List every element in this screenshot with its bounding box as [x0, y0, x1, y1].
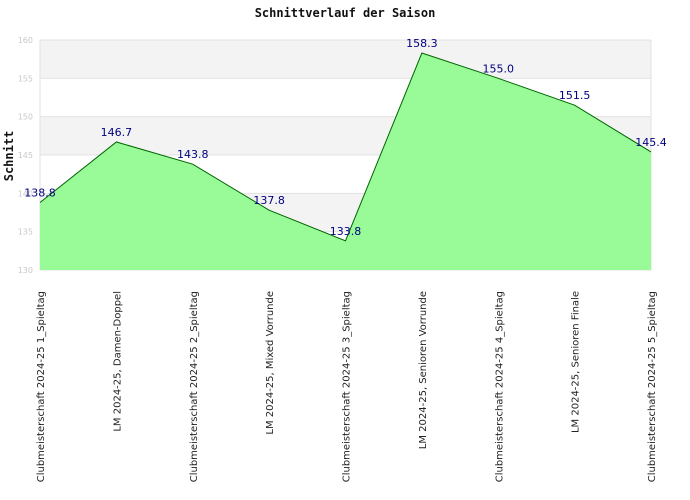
y-tick-label-155: 155 — [18, 74, 33, 83]
x-tick-label-0: Clubmeisterschaft 2024-25 1_Spieltag — [36, 291, 47, 482]
data-label-1: 146.7 — [101, 126, 133, 139]
data-labels: 138.8 146.7 143.8 137.8 133.8 158.3 155.0 151.5… — [24, 37, 667, 238]
y-tick-label-145: 145 — [18, 151, 33, 160]
data-label-4: 133.8 — [330, 225, 362, 238]
y-tick-label-140: 140 — [18, 189, 33, 198]
x-tick-label-8: Clubmeisterschaft 2024-25 5_Spieltag — [647, 291, 658, 482]
data-label-2: 143.8 — [177, 148, 209, 161]
y-tick-labels: 130 135 140 145 150 155 160 — [18, 36, 33, 275]
data-label-8: 145.4 — [635, 136, 667, 149]
series-area — [39, 52, 652, 271]
data-label-7: 151.5 — [559, 89, 591, 102]
y-tick-label-130: 130 — [18, 266, 33, 275]
band-155-160 — [40, 40, 651, 79]
data-label-6: 155.0 — [483, 62, 515, 75]
x-tick-label-2: Clubmeisterschaft 2024-25 2_Spieltag — [189, 291, 200, 482]
x-tick-label-7: LM 2024-25, Senioren Finale — [571, 291, 582, 433]
x-tick-label-1: LM 2024-25, Damen-Doppel — [112, 291, 123, 432]
data-label-0: 138.8 — [24, 187, 56, 200]
x-tick-labels: Clubmeisterschaft 2024-25 1_Spieltag LM 2… — [36, 291, 658, 482]
x-tick-label-5: LM 2024-25, Senioren Vorrunde — [418, 291, 429, 449]
y-tick-label-150: 150 — [18, 113, 33, 122]
x-tick-label-6: Clubmeisterschaft 2024-25 4_Spieltag — [494, 291, 505, 482]
y-tick-label-135: 135 — [18, 228, 33, 237]
y-tick-label-160: 160 — [18, 36, 33, 45]
x-tick-label-3: LM 2024-25, Mixed Vorrunde — [265, 291, 276, 435]
series-line — [39, 52, 652, 242]
y-axis-label: Schnitt — [2, 131, 16, 182]
x-tick-label-4: Clubmeisterschaft 2024-25 3_Spieltag — [342, 291, 353, 482]
chart-title: Schnittverlauf der Saison — [255, 6, 436, 20]
data-label-5: 158.3 — [406, 37, 438, 50]
data-label-3: 137.8 — [253, 194, 285, 207]
area-fill — [40, 53, 651, 271]
